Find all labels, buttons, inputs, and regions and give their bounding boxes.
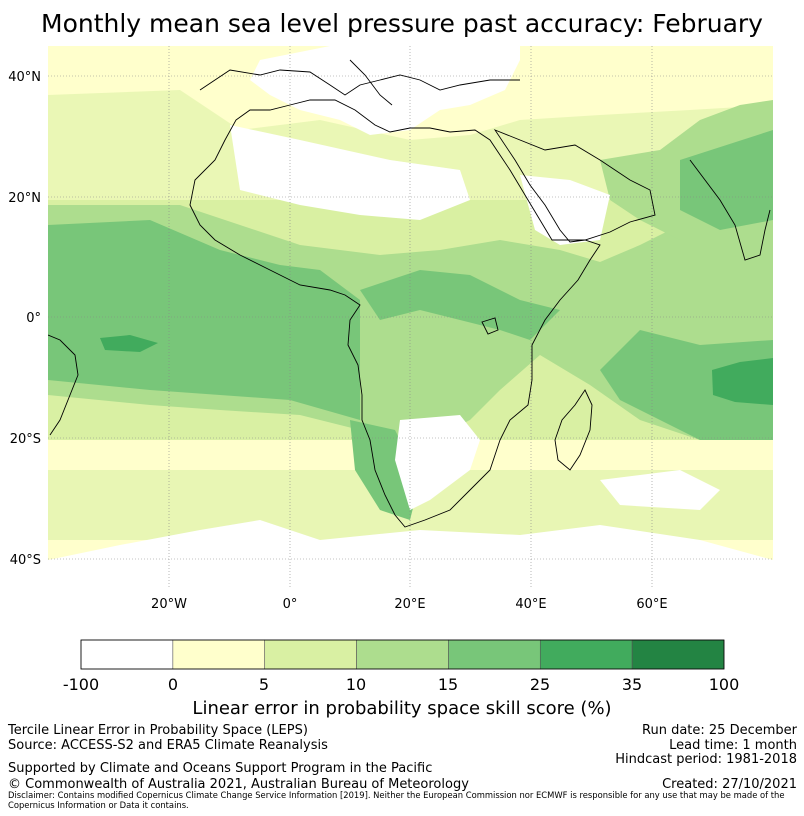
colorbar-tick-label: 10 — [346, 675, 366, 694]
colorbar-tick-label: 100 — [709, 675, 740, 694]
colorbar-segment — [356, 639, 449, 670]
colorbar-segment — [539, 639, 633, 670]
disclaimer: Disclaimer: Contains modified Copernicus… — [8, 790, 785, 810]
colorbar-segment — [80, 639, 174, 670]
lat-tick-label: 20°S — [10, 432, 41, 447]
created-date: Created: 27/10/2021 — [662, 777, 797, 792]
lat-tick-label: 40°S — [10, 553, 41, 568]
colorbar-title: Linear error in probability space skill … — [192, 698, 612, 719]
lon-tick-label: 0° — [283, 597, 298, 612]
skill-zones — [48, 46, 773, 589]
hindcast-period: Hindcast period: 1981-2018 — [615, 752, 797, 767]
italy-coast — [349, 59, 393, 106]
lat-tick-label: 0° — [26, 311, 41, 326]
support-note: Supported by Climate and Oceans Support … — [8, 761, 433, 776]
colorbar-tick-label: 15 — [438, 675, 458, 694]
lat-tick-label: 40°N — [8, 70, 41, 85]
colorbar-tick-label: 35 — [622, 675, 642, 694]
lon-tick-label: 20°E — [394, 597, 425, 612]
colorbar-tick-label: 0 — [168, 675, 178, 694]
data-source: Source: ACCESS-S2 and ERA5 Climate Reana… — [8, 738, 328, 753]
colorbar-segment — [448, 639, 541, 670]
europe-coast — [199, 69, 520, 96]
africa-coast — [189, 99, 601, 528]
lat-tick-label: 20°N — [8, 191, 41, 206]
lon-tick-label: 20°W — [151, 597, 187, 612]
south-america-coast — [48, 334, 79, 436]
colorbar-tick-label: -100 — [63, 675, 99, 694]
colorbar-segment — [631, 639, 725, 670]
leps-description: Tercile Linear Error in Probability Spac… — [8, 723, 308, 738]
india-coast — [689, 159, 771, 261]
colorbar — [80, 639, 725, 670]
colorbar-tick-label: 5 — [259, 675, 269, 694]
arabia-coast — [493, 129, 656, 243]
colorbar-tick-label: 25 — [530, 675, 550, 694]
colorbar-segment — [264, 639, 357, 670]
colorbar-tick-labels: -100 0 5 10 15 25 35 100 — [63, 675, 739, 694]
madagascar-coast — [554, 389, 593, 471]
map-title: Monthly mean sea level pressure past acc… — [41, 9, 763, 38]
copyright: © Commonwealth of Australia 2021, Austra… — [8, 777, 469, 792]
lon-tick-label: 40°E — [515, 597, 546, 612]
lead-time: Lead time: 1 month — [669, 738, 797, 753]
colorbar-border — [80, 639, 725, 670]
coastlines — [48, 59, 771, 528]
lon-tick-label: 60°E — [636, 597, 667, 612]
run-date: Run date: 25 December — [642, 723, 797, 738]
colorbar-segment — [172, 639, 266, 670]
graticule — [48, 46, 773, 589]
lake-victoria — [481, 317, 499, 335]
